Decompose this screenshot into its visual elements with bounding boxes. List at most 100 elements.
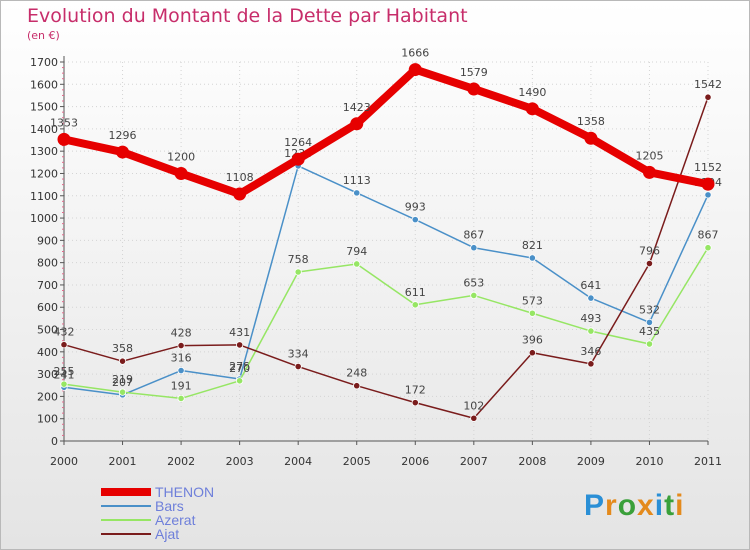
data-label: 431 <box>229 326 250 339</box>
legend-swatch-bars <box>101 505 151 507</box>
data-label: 1113 <box>343 174 371 187</box>
y-tick-label: 500 <box>37 324 58 337</box>
series-bars: 241207316278123411139938678216415321104 <box>54 147 722 399</box>
series-thenon: 1353 1296 1200 1108 1264 1423 1666 1579 1490 1358… <box>50 47 722 201</box>
legend-item-azerat: Azerat <box>101 513 214 527</box>
y-tick-label: 1300 <box>30 145 58 158</box>
series-line <box>63 165 709 396</box>
data-point <box>470 244 478 252</box>
data-label: 432 <box>54 326 75 339</box>
data-label: 821 <box>522 239 543 252</box>
data-label: 611 <box>405 286 426 299</box>
data-point <box>236 377 244 385</box>
series-ajat: 432 358 428 431 334 248 172 102 396 346 796 1542 <box>54 78 722 422</box>
data-point <box>587 294 595 302</box>
logo-letter: i <box>654 489 665 522</box>
legend-swatch-thenon <box>101 488 151 496</box>
data-point <box>57 132 71 146</box>
data-label: 1200 <box>167 150 195 163</box>
logo-letter: i <box>675 489 685 522</box>
y-tick-label: 800 <box>37 257 58 270</box>
data-label: 1205 <box>635 149 663 162</box>
data-point <box>353 260 361 268</box>
y-tick-label: 1700 <box>30 56 58 69</box>
data-point <box>701 177 715 191</box>
data-point <box>174 166 188 180</box>
x-tick-label: 2010 <box>635 455 663 468</box>
y-tick-label: 600 <box>37 301 58 314</box>
data-label: 532 <box>639 303 660 316</box>
y-tick-label: 700 <box>37 279 58 292</box>
legend-item-bars: Bars <box>101 499 214 513</box>
legend-item-ajat: Ajat <box>101 527 214 541</box>
data-label: 255 <box>54 365 75 378</box>
data-label: 172 <box>405 384 426 397</box>
data-point <box>60 380 68 388</box>
data-point <box>177 341 185 350</box>
legend-label-bars: Bars <box>155 498 184 514</box>
legend-label-azerat: Azerat <box>155 512 196 528</box>
y-tick-label: 0 <box>51 435 58 448</box>
data-label: 358 <box>112 342 133 355</box>
data-label: 1353 <box>50 116 78 129</box>
y-tick-label: 100 <box>37 413 58 426</box>
data-point <box>353 382 361 390</box>
data-point <box>118 388 127 396</box>
data-point <box>118 357 127 365</box>
x-tick-label: 2011 <box>694 455 722 468</box>
data-point <box>236 341 244 349</box>
data-point <box>642 165 656 179</box>
data-point <box>294 268 302 276</box>
data-label: 867 <box>463 229 484 242</box>
data-label: 270 <box>229 362 250 375</box>
y-tick-label: 1600 <box>30 78 58 91</box>
data-label: 867 <box>698 229 719 242</box>
proxiti-logo: Proxiti <box>584 489 684 523</box>
data-label: 993 <box>405 201 426 214</box>
data-point <box>704 244 712 252</box>
data-label: 794 <box>346 245 367 258</box>
data-label: 191 <box>171 379 192 392</box>
data-label: 102 <box>463 399 484 412</box>
series-line <box>63 246 709 400</box>
data-point <box>60 341 68 349</box>
data-label: 1108 <box>226 171 254 184</box>
y-tick-label: 1100 <box>30 190 58 203</box>
x-tick-label: 2006 <box>401 455 429 468</box>
data-label: 316 <box>171 352 192 365</box>
data-point <box>645 259 654 268</box>
x-tick-label: 2000 <box>50 455 78 468</box>
y-tick-label: 300 <box>37 368 58 381</box>
data-point <box>470 414 478 422</box>
data-label: 641 <box>580 279 601 292</box>
x-tick-label: 2009 <box>577 455 605 468</box>
series-line <box>63 96 709 420</box>
y-tick-label: 1200 <box>30 167 58 180</box>
data-point <box>408 63 422 77</box>
logo-letter: P <box>584 489 606 522</box>
data-label: 493 <box>580 312 601 325</box>
series-line <box>60 65 712 198</box>
data-label: 1579 <box>460 66 488 79</box>
data-label: 334 <box>288 348 309 361</box>
legend: THENON Bars Azerat Ajat <box>101 485 214 541</box>
data-point <box>467 82 481 96</box>
data-point <box>291 152 305 166</box>
data-point <box>411 399 419 407</box>
y-axis: 0 100 200 300 400 500 600 700 800 900 1000 1100 1200… <box>30 56 64 448</box>
y-tick-label: 400 <box>37 346 58 359</box>
data-point <box>587 327 595 335</box>
data-point <box>470 291 478 300</box>
chart-title: Evolution du Montant de la Dette par Hab… <box>27 5 468 27</box>
x-tick-label: 2001 <box>109 455 137 468</box>
unit-label: (en €) <box>27 29 60 42</box>
data-point <box>584 131 598 145</box>
data-point <box>177 366 185 375</box>
data-label: 428 <box>171 327 192 340</box>
x-tick-label: 2003 <box>226 455 254 468</box>
data-label: 1490 <box>518 86 546 99</box>
data-label: 1152 <box>694 161 722 174</box>
x-tick-label: 2002 <box>167 455 195 468</box>
